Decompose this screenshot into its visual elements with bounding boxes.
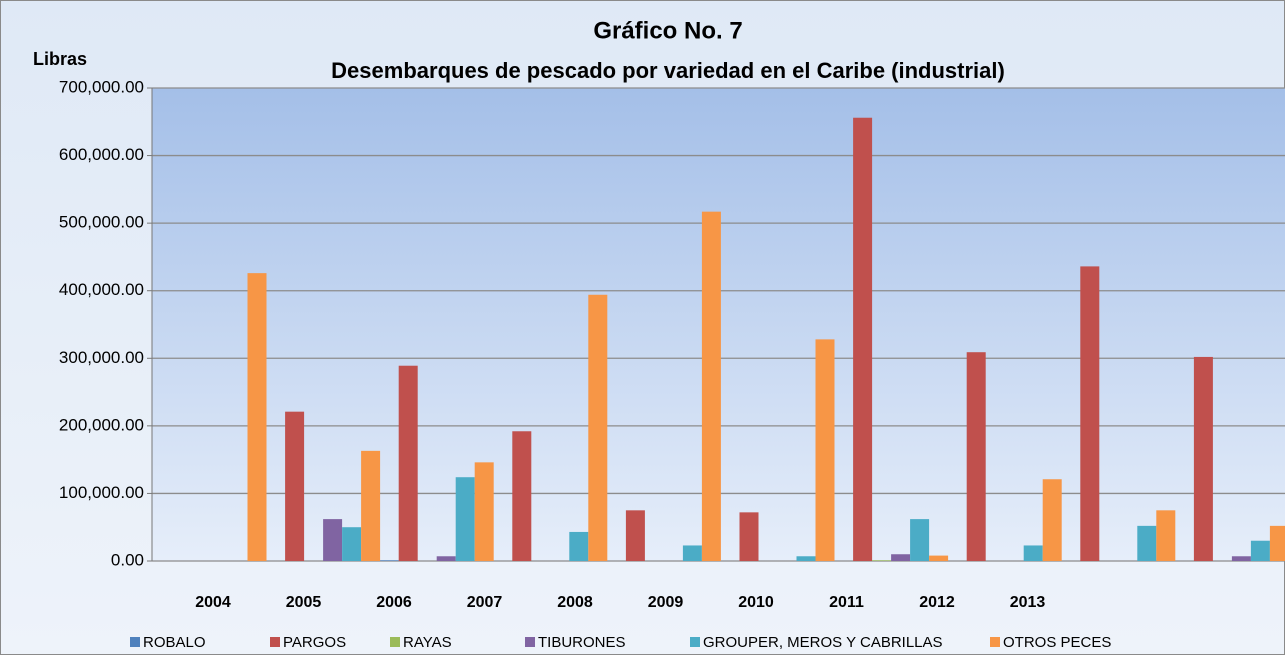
y-axis-label: Libras [33,49,87,69]
legend-label: PARGOS [283,634,346,651]
bar [474,462,494,561]
y-tick-label: 300,000.00 [59,348,144,367]
bar [796,556,816,561]
bar [1231,556,1251,561]
bar [285,411,305,561]
legend-label: ROBALO [143,634,206,651]
y-tick-label: 200,000.00 [59,415,144,434]
y-tick-label: 500,000.00 [59,213,144,232]
bar [1156,510,1176,561]
x-tick-label: 2007 [467,594,503,611]
y-tick-label: 0.00 [111,550,144,569]
x-tick-label: 2006 [376,594,412,611]
bar [891,554,911,561]
legend-label: TIBURONES [538,634,626,651]
bar [1269,525,1285,561]
bar [1042,479,1062,561]
legend-swatch [390,637,400,647]
bar [872,560,892,561]
bar [929,555,949,561]
bar [625,510,645,561]
bar [455,477,475,561]
legend-swatch [130,637,140,647]
bar [1193,356,1213,561]
bar [588,294,608,561]
chart-title: Gráfico No. 7 [593,17,742,44]
legend-swatch [525,637,535,647]
bar [739,512,759,561]
x-tick-label: 2005 [286,594,322,611]
bar [682,545,702,561]
legend-swatch [990,637,1000,647]
legend-label: OTROS PECES [1003,634,1111,651]
bar [1250,540,1270,561]
bar [966,352,986,561]
chart-subtitle: Desembarques de pescado por variedad en … [331,58,1005,83]
legend-swatch [690,637,700,647]
x-tick-label: 2011 [829,594,864,611]
bar [1023,545,1043,561]
bar [379,560,399,561]
y-tick-label: 400,000.00 [59,280,144,299]
legend-label: RAYAS [403,634,452,651]
bar [436,556,456,561]
x-tick-label: 2013 [1010,594,1046,611]
bar [342,527,362,561]
x-tick-label: 2010 [738,594,774,611]
x-tick-label: 2008 [557,594,593,611]
y-tick-label: 700,000.00 [59,77,144,96]
bar [1137,525,1157,561]
bar [815,339,835,561]
bar [398,365,418,561]
y-tick-label: 100,000.00 [59,483,144,502]
legend-label: GROUPER, MEROS Y CABRILLAS [703,634,943,651]
x-tick-label: 2009 [648,594,684,611]
bar [361,450,381,561]
bar [323,519,343,561]
bar [853,117,873,561]
bar [1080,266,1100,561]
bar [910,519,930,561]
bar [569,531,589,561]
legend-swatch [270,637,280,647]
bar [247,273,267,561]
x-tick-label: 2012 [919,594,955,611]
bar [512,431,532,561]
y-tick-label: 600,000.00 [59,145,144,164]
x-tick-label: 2004 [195,594,231,611]
bar [701,211,721,562]
